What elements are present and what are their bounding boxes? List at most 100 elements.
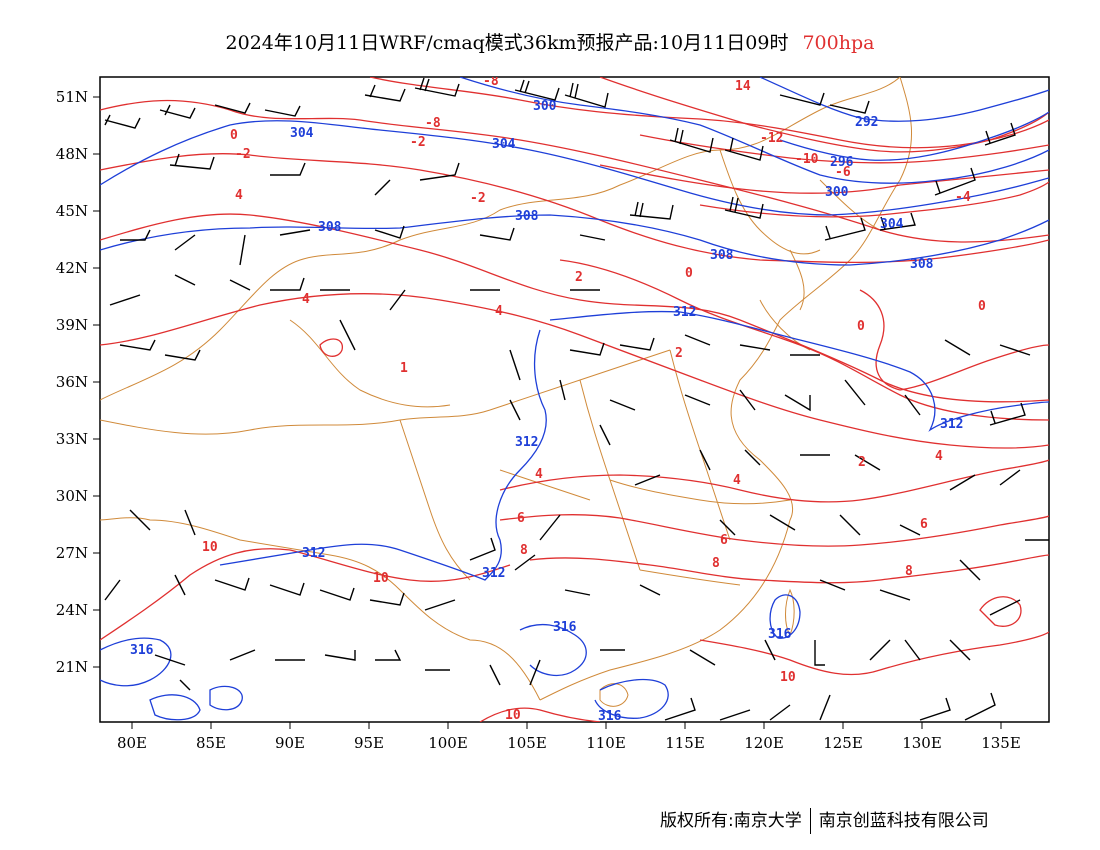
temperature-label: 4 (535, 467, 543, 482)
lat-tick-label: 39N (56, 316, 88, 334)
isotherm-6 (499, 514, 1049, 547)
wind-barb (619, 337, 655, 351)
geopotential-label: 304 (290, 126, 314, 141)
wind-barb (829, 100, 870, 114)
wind-barb (904, 394, 921, 416)
wind-barb (739, 389, 756, 411)
wind-barb (719, 709, 751, 721)
wind-barb (819, 579, 846, 591)
wind-barb (529, 659, 541, 686)
copyright-text: 版权所有:南京大学 (660, 811, 802, 831)
isohypse-316-south (519, 623, 669, 719)
isohypse-296 (779, 111, 1049, 161)
wind-barb (724, 196, 764, 219)
wind-barb (669, 127, 714, 153)
wind-barb (119, 339, 156, 351)
lat-tick-label: 21N (56, 658, 88, 676)
wind-barb (839, 514, 861, 536)
temperature-label: 8 (905, 564, 913, 579)
temperature-label: -2 (470, 191, 486, 206)
wind-barb (369, 592, 405, 606)
wind-barb (174, 274, 196, 286)
wind-barb (229, 649, 256, 661)
wind-barb (989, 599, 1021, 616)
temperature-label: 10 (505, 708, 521, 723)
wind-barb (949, 474, 976, 491)
lat-tick-label: 42N (56, 259, 88, 277)
temperature-label: 4 (935, 449, 943, 464)
lon-tick-label: 90E (275, 734, 305, 752)
wind-barb (179, 679, 191, 691)
wind-barb (999, 469, 1021, 486)
pressure-level-label: 700hpa (802, 32, 875, 54)
wind-barb (664, 697, 696, 721)
temperature-label: 4 (235, 188, 243, 203)
wind-barb (375, 649, 402, 661)
wind-barb (174, 234, 196, 251)
wind-barb (539, 514, 561, 541)
wind-barb (999, 344, 1031, 356)
isohypse-292 (759, 77, 1049, 122)
lon-tick-label: 125E (823, 734, 863, 752)
temperature-label: 2 (675, 346, 683, 361)
lat-tick-label: 36N (56, 373, 88, 391)
wind-barb (719, 519, 736, 536)
wind-barb (414, 77, 460, 97)
lat-tick-label: 45N (56, 202, 88, 220)
temperature-label: 6 (517, 511, 525, 526)
wind-barb (109, 294, 141, 306)
wind-barb (104, 114, 141, 129)
temperature-label: -6 (835, 165, 851, 180)
wind-barb (739, 344, 771, 351)
wind-barb (174, 574, 186, 596)
wind-barb (959, 559, 981, 581)
isotherm-0-east (859, 289, 1049, 391)
wind-barb (214, 577, 250, 591)
footer-divider (809, 808, 811, 834)
wind-barb (879, 589, 911, 601)
lon-tick-label: 115E (665, 734, 705, 752)
lat-tick-label: 33N (56, 430, 88, 448)
south-border (100, 517, 541, 701)
isotherm-2-mid (559, 259, 1049, 421)
wind-barb (844, 379, 866, 406)
wind-barb (324, 650, 356, 661)
wind-barb (684, 394, 711, 406)
temperature-label: 0 (857, 319, 865, 334)
lon-tick-label: 135E (981, 734, 1021, 752)
geopotential-label: 312 (940, 417, 963, 432)
wind-barbs (104, 77, 1049, 721)
temperature-label: 2 (575, 270, 583, 285)
wind-barb (609, 399, 636, 411)
temperature-label: -8 (483, 74, 499, 89)
isotherm-8 (529, 554, 1049, 584)
wind-barb (389, 289, 406, 311)
temperature-label: 4 (495, 304, 503, 319)
wind-barb (879, 212, 916, 231)
isotherm-10-south (479, 707, 601, 722)
wind-barb (984, 122, 1016, 146)
wind-barb (684, 334, 711, 346)
wind-barb (559, 379, 566, 401)
wind-barb (934, 167, 976, 196)
wind-barb (899, 524, 921, 536)
lat-tick-label: 27N (56, 544, 88, 562)
wind-barb (469, 537, 496, 561)
wind-barb (159, 104, 196, 119)
wind-barb (270, 162, 306, 176)
wind-barb (184, 509, 196, 536)
temperature-label: 8 (712, 556, 720, 571)
geopotential-label: 304 (492, 137, 516, 152)
wind-barb (744, 449, 761, 466)
temperature-label: -2 (235, 147, 251, 162)
wind-barb (279, 229, 311, 236)
wind-barb (919, 697, 951, 721)
isotherm-10-west (100, 548, 511, 641)
wind-barb (854, 454, 881, 471)
wind-barb (104, 579, 121, 601)
wind-barb (769, 704, 791, 721)
temperature-contours (100, 77, 1049, 722)
isotherm-loop-w (319, 338, 343, 357)
geopotential-label: 308 (515, 209, 539, 224)
geopotential-label: 316 (598, 709, 622, 724)
